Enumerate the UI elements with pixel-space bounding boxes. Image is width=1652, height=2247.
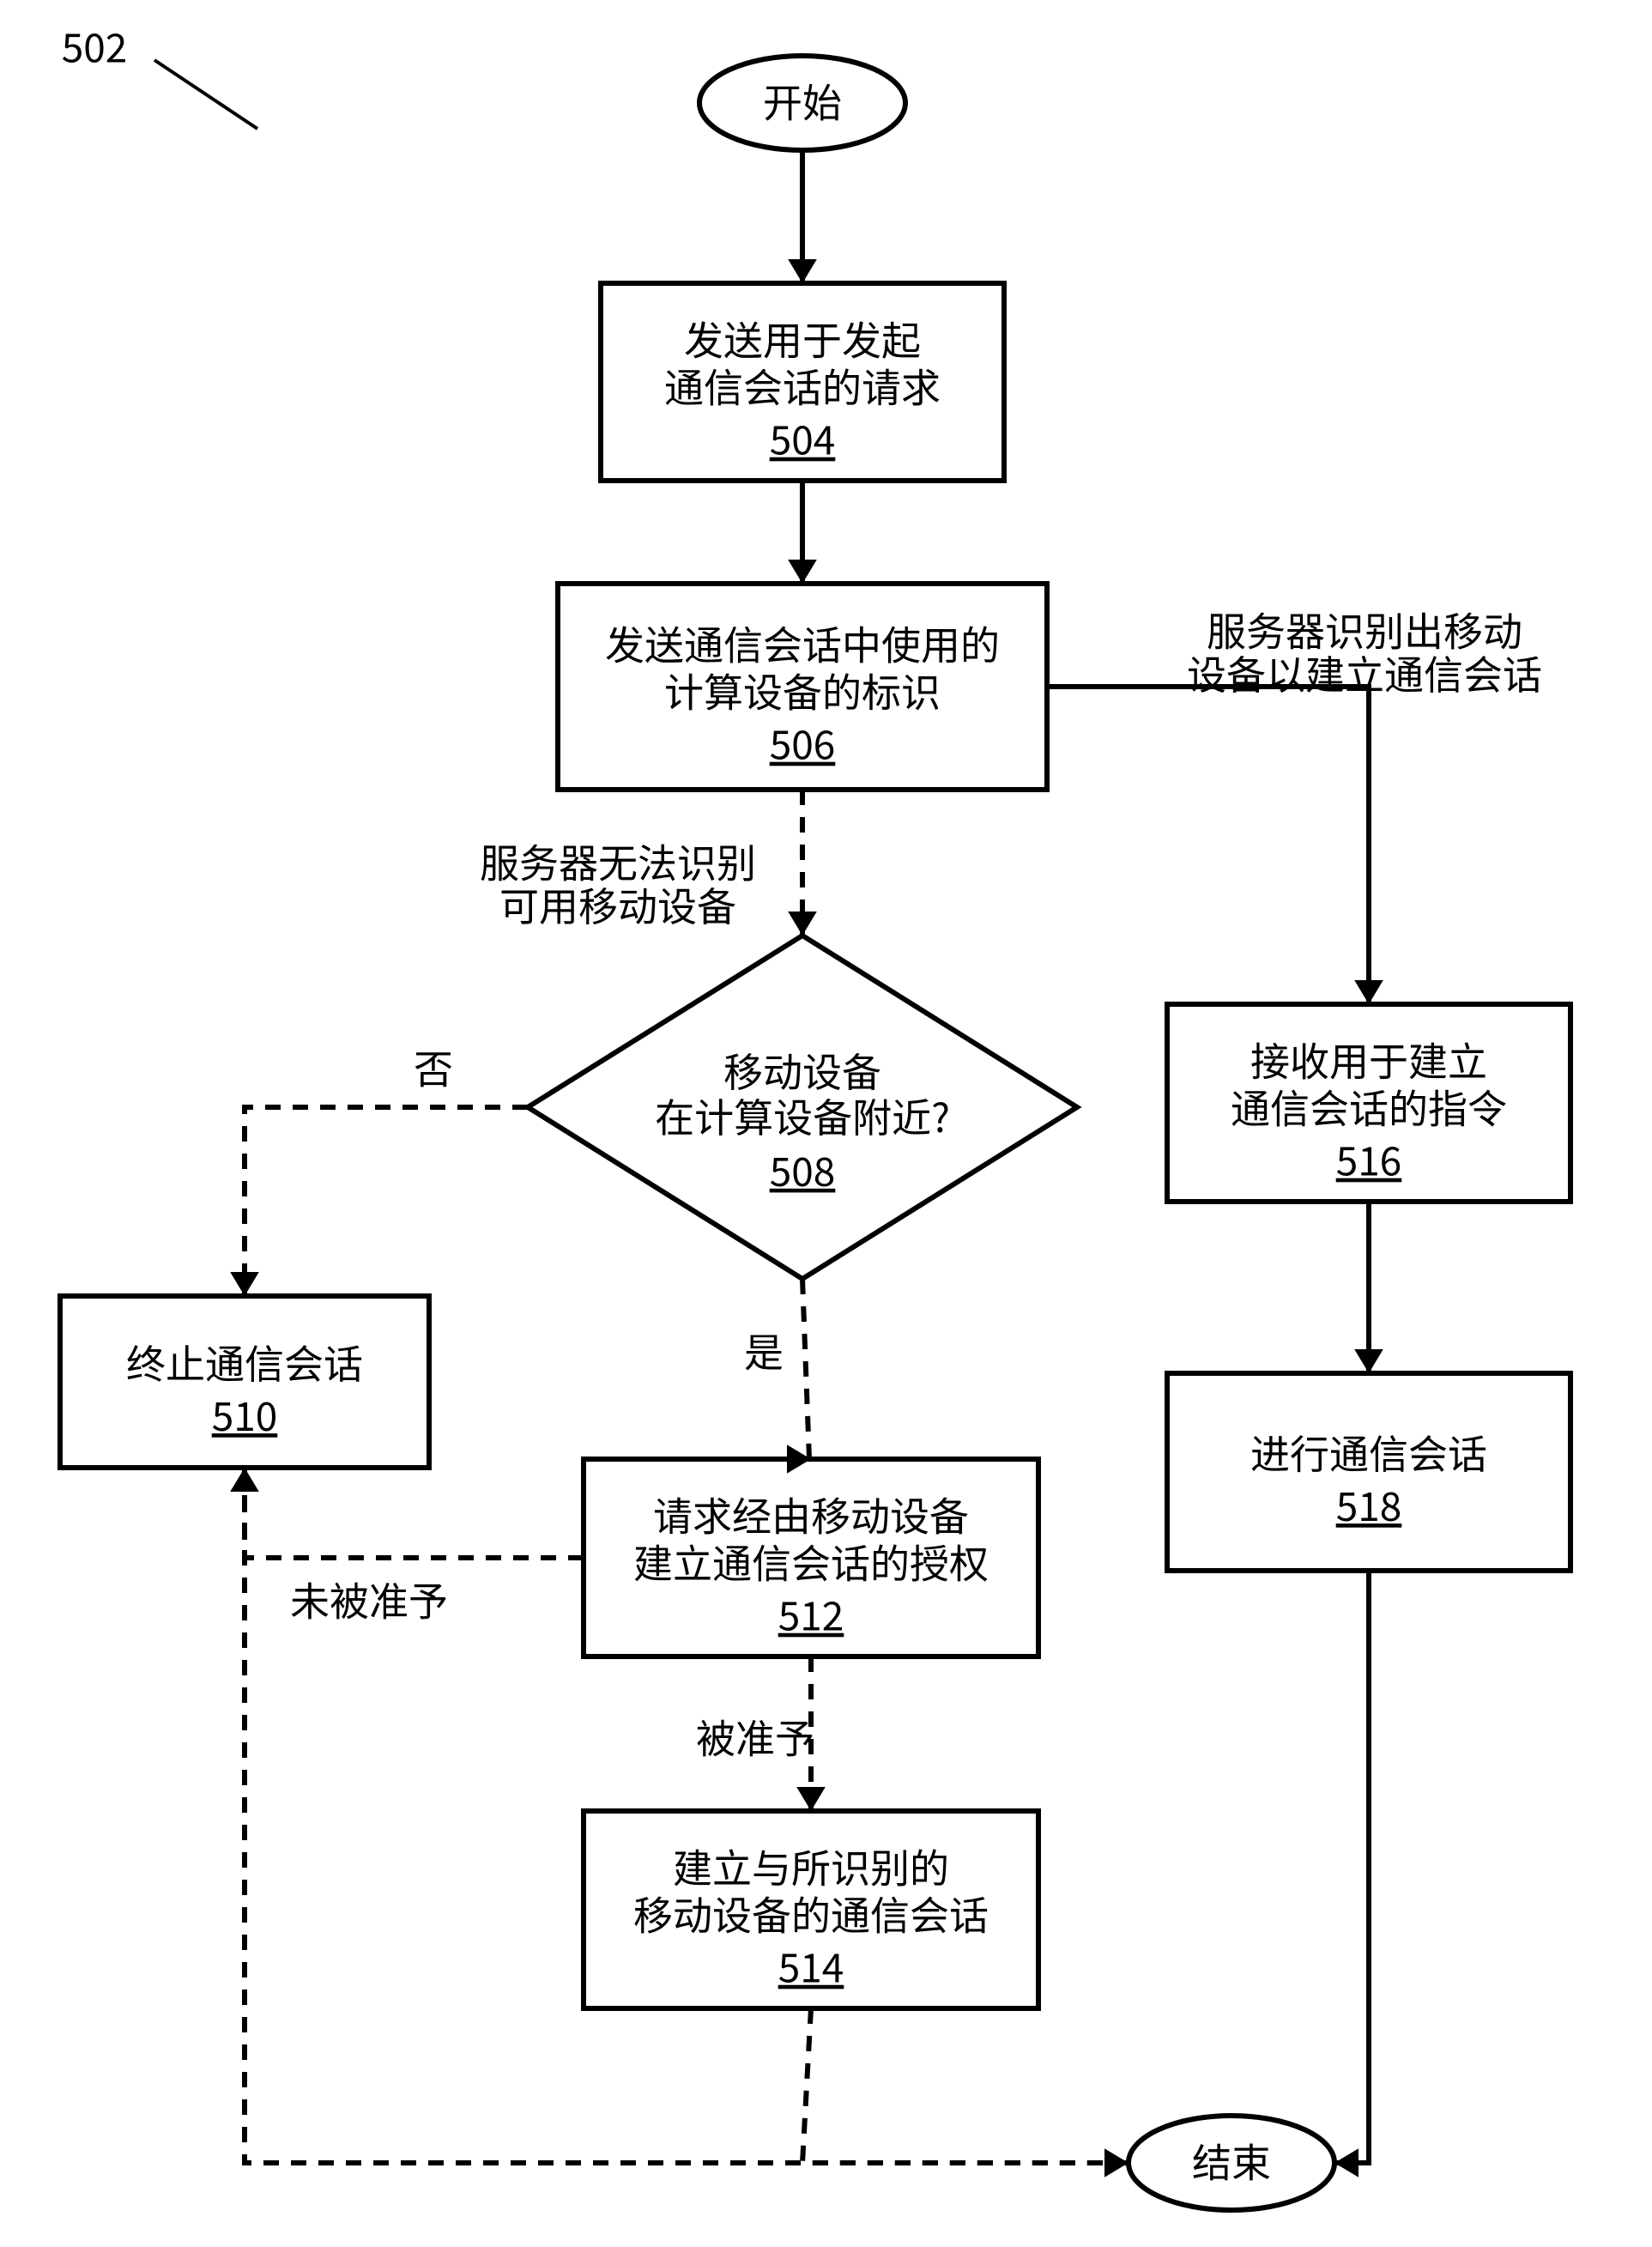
- svg-text:通信会话的请求: 通信会话的请求: [664, 358, 941, 415]
- svg-text:是: 是: [744, 1322, 784, 1378]
- svg-text:518: 518: [1336, 1476, 1402, 1533]
- svg-text:可用移动设备: 可用移动设备: [499, 876, 736, 933]
- svg-text:未被准予: 未被准予: [290, 1571, 448, 1627]
- svg-text:计算设备的标识: 计算设备的标识: [664, 663, 941, 719]
- svg-text:516: 516: [1336, 1131, 1402, 1188]
- svg-text:设备以建立通信会话: 设备以建立通信会话: [1187, 645, 1542, 701]
- svg-text:结束: 结束: [1192, 2132, 1271, 2189]
- svg-text:建立通信会话的授权: 建立通信会话的授权: [633, 1534, 989, 1590]
- svg-text:508: 508: [770, 1142, 836, 1198]
- svg-text:进行通信会话: 进行通信会话: [1250, 1424, 1487, 1481]
- svg-text:502: 502: [62, 17, 128, 74]
- svg-text:在计算设备附近?: 在计算设备附近?: [655, 1087, 950, 1144]
- svg-text:514: 514: [778, 1938, 844, 1995]
- svg-text:512: 512: [778, 1586, 844, 1643]
- svg-text:终止通信会话: 终止通信会话: [126, 1334, 363, 1390]
- svg-text:506: 506: [770, 715, 836, 772]
- svg-text:否: 否: [414, 1039, 453, 1095]
- svg-text:被准予: 被准予: [696, 1708, 814, 1765]
- svg-text:通信会话的指令: 通信会话的指令: [1231, 1079, 1507, 1136]
- svg-text:510: 510: [212, 1386, 278, 1443]
- svg-text:移动设备的通信会话: 移动设备的通信会话: [633, 1886, 989, 1942]
- svg-text:开始: 开始: [763, 72, 842, 129]
- svg-text:504: 504: [770, 410, 836, 467]
